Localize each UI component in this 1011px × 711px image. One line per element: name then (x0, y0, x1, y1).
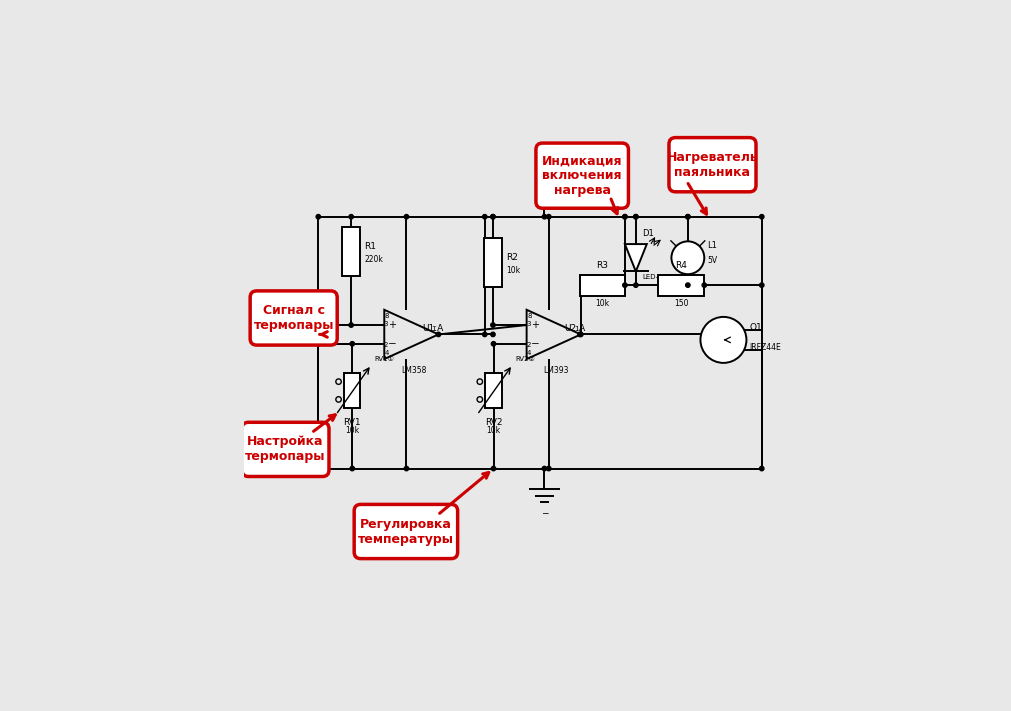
Circle shape (759, 466, 764, 471)
Circle shape (759, 283, 764, 287)
Circle shape (491, 341, 495, 346)
Circle shape (490, 323, 495, 327)
Text: R2: R2 (507, 252, 518, 262)
Circle shape (547, 466, 551, 471)
Text: +: + (531, 320, 539, 330)
Polygon shape (625, 244, 647, 272)
Text: 2: 2 (384, 342, 388, 348)
Text: 4: 4 (385, 350, 389, 356)
Circle shape (437, 332, 441, 336)
Circle shape (701, 317, 746, 363)
Circle shape (623, 215, 627, 219)
Text: 1: 1 (432, 326, 436, 332)
Text: −: − (388, 338, 396, 349)
Bar (484, 238, 501, 287)
Text: Нагреватель
паяльника: Нагреватель паяльника (666, 151, 758, 178)
Circle shape (316, 341, 320, 346)
Circle shape (350, 341, 355, 346)
Text: RV2: RV2 (484, 418, 502, 427)
Text: +: + (388, 320, 396, 330)
Text: LM358: LM358 (401, 366, 427, 375)
Text: LM393: LM393 (544, 366, 569, 375)
Circle shape (404, 215, 408, 219)
Circle shape (671, 241, 705, 274)
FancyBboxPatch shape (250, 291, 338, 345)
Circle shape (759, 215, 764, 219)
Text: IRFZ44E: IRFZ44E (749, 343, 780, 352)
Circle shape (547, 215, 551, 219)
Circle shape (349, 323, 354, 327)
Circle shape (578, 332, 583, 336)
Circle shape (350, 466, 355, 471)
Text: 10k: 10k (595, 299, 610, 308)
Circle shape (404, 466, 408, 471)
Circle shape (491, 466, 495, 471)
Circle shape (316, 215, 320, 219)
Text: Q1: Q1 (749, 323, 762, 331)
Text: RV1: RV1 (344, 418, 361, 427)
Text: 150: 150 (673, 299, 688, 308)
Text: 8: 8 (385, 313, 389, 319)
FancyBboxPatch shape (242, 422, 329, 476)
Circle shape (623, 215, 627, 219)
Text: LED-RED: LED-RED (642, 274, 672, 280)
Circle shape (542, 215, 547, 219)
Bar (344, 373, 361, 408)
Text: U2:A: U2:A (565, 324, 585, 333)
Text: R1: R1 (364, 242, 376, 251)
Text: R4: R4 (675, 262, 686, 270)
Circle shape (315, 322, 321, 328)
Text: −: − (531, 338, 539, 349)
Text: Настройка
термопары: Настройка термопары (246, 435, 326, 464)
Circle shape (578, 332, 582, 336)
Text: R3: R3 (596, 262, 609, 270)
Circle shape (685, 215, 691, 219)
Circle shape (685, 283, 691, 287)
Circle shape (634, 283, 638, 287)
Text: 10k: 10k (486, 426, 500, 435)
FancyBboxPatch shape (354, 504, 458, 559)
Circle shape (349, 215, 354, 219)
Text: Индикация
включения
нагрева: Индикация включения нагрева (542, 154, 623, 197)
Circle shape (634, 215, 638, 219)
Bar (485, 373, 501, 408)
Text: 3: 3 (526, 321, 531, 327)
Text: RV2②: RV2② (516, 356, 535, 362)
Circle shape (490, 215, 495, 219)
Circle shape (490, 215, 495, 219)
Text: L1: L1 (707, 240, 717, 250)
Text: 3: 3 (384, 321, 388, 327)
Circle shape (316, 466, 320, 471)
Circle shape (490, 332, 495, 336)
Circle shape (685, 215, 691, 219)
Text: U1:A: U1:A (423, 324, 444, 333)
Bar (580, 274, 625, 296)
Circle shape (623, 283, 627, 287)
Circle shape (634, 215, 638, 219)
Circle shape (702, 283, 707, 287)
Text: Сигнал с
термопары: Сигнал с термопары (254, 304, 334, 332)
Circle shape (482, 215, 487, 219)
Circle shape (542, 466, 547, 471)
Text: 4: 4 (527, 350, 532, 356)
Text: 10k: 10k (345, 426, 359, 435)
Text: 5V: 5V (707, 256, 717, 265)
Text: 2: 2 (527, 342, 531, 348)
Text: Регулировка
температуры: Регулировка температуры (358, 518, 454, 545)
Circle shape (482, 332, 487, 336)
Text: −: − (541, 508, 548, 517)
Bar (343, 227, 360, 277)
Text: 220k: 220k (364, 255, 383, 264)
Bar (658, 274, 705, 296)
Text: 1: 1 (574, 326, 578, 332)
Text: 10k: 10k (507, 267, 521, 275)
FancyBboxPatch shape (669, 138, 756, 192)
Text: D1: D1 (642, 228, 654, 237)
Text: RV1①: RV1① (374, 356, 394, 362)
Text: 8: 8 (527, 313, 532, 319)
Circle shape (316, 341, 320, 346)
FancyBboxPatch shape (536, 143, 629, 208)
